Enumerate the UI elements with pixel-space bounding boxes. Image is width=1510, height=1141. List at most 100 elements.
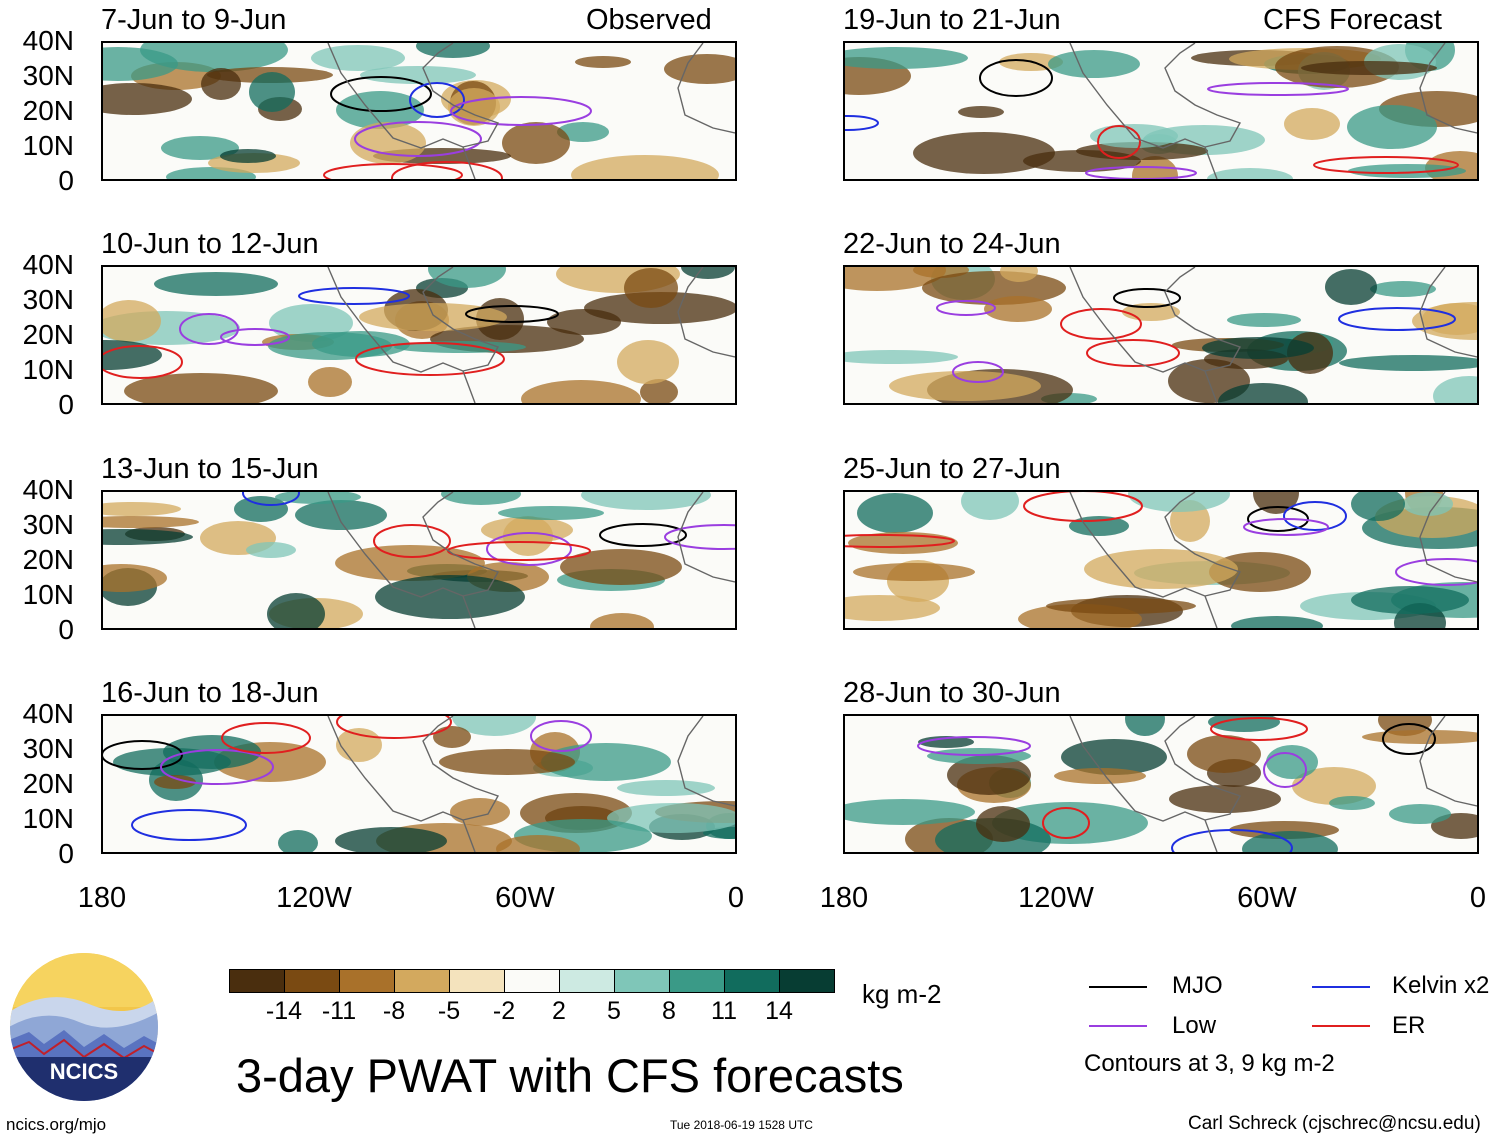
pwat-anomaly [913, 132, 1055, 174]
panel-title: 19-Jun to 21-Jun [843, 4, 1061, 36]
pwat-anomaly [1227, 313, 1301, 327]
kelvin-contour [242, 492, 300, 506]
colorbar-swatch [669, 969, 725, 993]
pwat-anomaly [1292, 767, 1376, 805]
pwat-anomaly [590, 613, 654, 628]
coastline [1069, 716, 1477, 852]
map-field [845, 267, 1477, 403]
low-contour [220, 328, 290, 346]
low-contour [1263, 752, 1307, 788]
low-contour [450, 96, 592, 126]
mjo-contour [1113, 288, 1181, 308]
pwat-anomaly [336, 728, 382, 762]
pwat-anomaly [541, 743, 671, 781]
pwat-anomaly [560, 549, 682, 585]
pwat-anomaly [958, 106, 1004, 118]
footer-timestamp: Tue 2018-06-19 1528 UTC [670, 1118, 813, 1132]
y-tick-label: 0 [58, 614, 74, 645]
mjo-contour [103, 740, 183, 770]
pwat-anomaly [103, 564, 167, 592]
kelvin-contour [845, 115, 879, 131]
pwat-anomaly [1370, 281, 1436, 297]
er-contour [1023, 492, 1143, 522]
panel-title: 16-Jun to 18-Jun [101, 677, 319, 709]
pwat-anomaly [584, 292, 735, 324]
pwat-anomaly [163, 735, 261, 769]
er-contour [221, 722, 311, 754]
panel-title: 22-Jun to 24-Jun [843, 228, 1061, 260]
coastline [1069, 267, 1477, 403]
map-panel-obs-1 [101, 41, 737, 181]
pwat-anomaly [450, 798, 510, 826]
x-tick-label: 60W [1237, 882, 1297, 914]
colorbar-label: 11 [711, 997, 737, 1025]
y-tick-label: 0 [58, 838, 74, 869]
y-tick-label: 40N [22, 698, 74, 729]
y-tick-label: 10N [22, 130, 74, 161]
coastline [1069, 492, 1477, 628]
low-contour [1207, 82, 1349, 96]
pwat-anomaly [234, 496, 288, 522]
pwat-anomaly [308, 367, 352, 397]
map-panel-fcst-1 [843, 41, 1479, 181]
pwat-anomaly [503, 516, 553, 556]
colorbar-swatch [614, 969, 670, 993]
pwat-anomaly [360, 66, 476, 84]
panel-title: 7-Jun to 9-Jun [101, 4, 287, 36]
kelvin-contour [409, 82, 465, 118]
y-tick-label: 0 [58, 165, 74, 196]
pwat-anomaly [1128, 492, 1230, 512]
mjo-contour [979, 59, 1053, 97]
pwat-anomaly [1061, 739, 1167, 775]
pwat-anomaly [1329, 796, 1375, 810]
map-field [103, 492, 735, 628]
pwat-anomaly [1084, 549, 1238, 589]
low-contour [952, 361, 1004, 383]
pwat-anomaly [1351, 492, 1405, 521]
er-contour [1086, 339, 1180, 367]
pwat-anomaly [681, 267, 735, 279]
low-contour [1395, 558, 1477, 586]
er-contour [1042, 807, 1090, 839]
pwat-anomaly [267, 593, 325, 628]
coastline [327, 43, 735, 179]
y-tick-label: 30N [22, 733, 74, 764]
pwat-anomaly [103, 47, 178, 81]
pwat-anomaly [161, 136, 239, 160]
colorbar-label: 2 [552, 997, 566, 1025]
pwat-anomaly [961, 492, 1019, 520]
y-tick-label: 0 [58, 389, 74, 420]
pwat-anomaly [103, 83, 192, 115]
coastline [327, 716, 735, 852]
low-contour [664, 524, 735, 550]
low-contour [936, 300, 996, 316]
pwat-anomaly [1403, 492, 1453, 516]
colorbar-swatch [559, 969, 615, 993]
low-contour [530, 720, 592, 752]
colorbar-swatch [339, 969, 395, 993]
pwat-anomaly [1347, 105, 1437, 149]
map-panel-fcst-4 [843, 714, 1479, 854]
map-field [103, 267, 735, 403]
pwat-anomaly [1253, 492, 1299, 514]
observed-label: Observed [586, 4, 712, 36]
map-field [845, 43, 1477, 179]
pwat-anomaly [1218, 383, 1308, 403]
pwat-anomaly [1348, 164, 1466, 178]
kelvin-contour [1338, 307, 1456, 331]
map-panel-obs-4 [101, 714, 737, 854]
pwat-anomaly [624, 268, 678, 308]
logo-text: NCICS [50, 1059, 118, 1084]
pwat-anomaly [154, 775, 196, 789]
x-tick-label: 0 [727, 882, 745, 914]
x-tick-label: 0 [1469, 882, 1487, 914]
main-title: 3-day PWAT with CFS forecasts [236, 1049, 904, 1102]
pwat-anomaly [1187, 735, 1261, 773]
y-tick-label: 10N [22, 803, 74, 834]
footer-url[interactable]: ncics.org/mjo [6, 1115, 107, 1134]
pwat-anomaly [1301, 61, 1437, 75]
low-contour [354, 121, 482, 157]
er-contour [1313, 156, 1459, 174]
y-tick-label: 20N [22, 95, 74, 126]
pwat-anomaly [927, 748, 1031, 764]
